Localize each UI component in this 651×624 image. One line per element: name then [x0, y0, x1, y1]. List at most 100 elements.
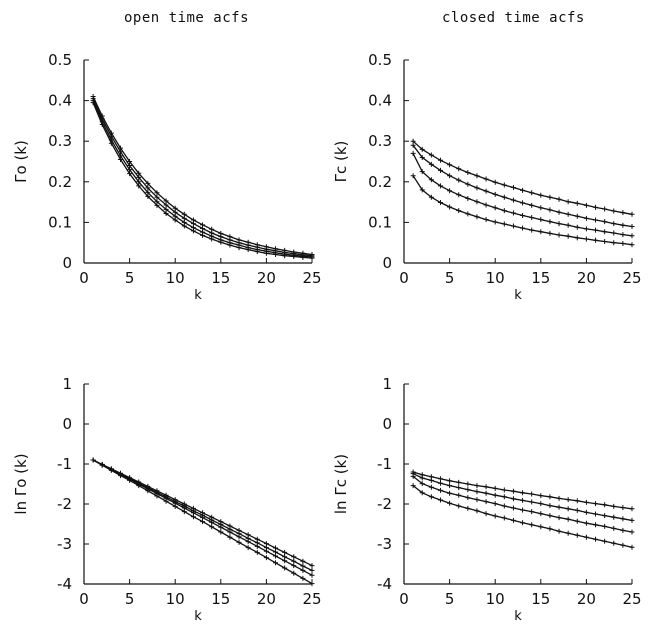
- data-point: [565, 506, 571, 512]
- data-point: [437, 497, 443, 503]
- x-tick-label: 0: [399, 590, 409, 608]
- y-tick-label: 0.5: [368, 51, 392, 69]
- data-point: [483, 217, 489, 223]
- data-point: [583, 509, 589, 515]
- y-tick-label: 0.3: [368, 132, 392, 150]
- data-point: [474, 199, 480, 205]
- data-point: [602, 206, 608, 212]
- data-point: [300, 575, 306, 581]
- data-point: [273, 549, 279, 555]
- data-point: [447, 478, 453, 484]
- data-point: [437, 476, 443, 482]
- data-point: [483, 511, 489, 517]
- data-point: [90, 457, 96, 463]
- x-tick-label: 10: [166, 269, 185, 287]
- data-point: [309, 581, 315, 587]
- data-point: [209, 524, 215, 530]
- data-point: [145, 180, 151, 186]
- x-axis-label: k: [514, 288, 522, 303]
- data-point: [565, 233, 571, 239]
- data-point: [172, 503, 178, 509]
- data-point: [200, 232, 206, 238]
- chart-panel-2: 0 5 10 15 20 25 0 0.1 0.2 0.3 0.4 0.5 k Γc (k): [332, 51, 642, 303]
- data-point: [108, 466, 114, 472]
- series-line-4: [412, 175, 633, 246]
- data-point: [520, 507, 526, 513]
- data-point: [236, 539, 242, 545]
- data-point: [510, 197, 516, 203]
- data-point: [456, 485, 462, 491]
- data-point: [136, 183, 142, 189]
- data-point: [602, 502, 608, 508]
- data-point: [629, 517, 635, 523]
- data-point: [556, 209, 562, 215]
- data-point: [565, 530, 571, 536]
- data-point: [529, 499, 535, 505]
- data-point: [611, 230, 617, 236]
- data-point: [565, 497, 571, 503]
- x-tick-label: 10: [486, 269, 505, 287]
- data-point: [291, 563, 297, 569]
- data-point: [410, 483, 416, 489]
- x-tick-label: 15: [211, 269, 230, 287]
- data-point: [574, 224, 580, 230]
- data-point: [520, 520, 526, 526]
- data-point: [291, 554, 297, 560]
- y-tick-label: 0.1: [48, 213, 72, 231]
- data-point: [492, 485, 498, 491]
- data-point: [602, 229, 608, 235]
- y-tick-label: -4: [57, 575, 72, 593]
- y-axis-label: ln Γo (k): [12, 453, 30, 514]
- data-point: [291, 254, 297, 260]
- data-point: [99, 122, 105, 128]
- data-point: [474, 508, 480, 514]
- x-tick-label: 15: [211, 590, 230, 608]
- data-point: [410, 142, 416, 148]
- y-tick-label: 0: [382, 415, 392, 433]
- data-point: [547, 513, 553, 519]
- data-point: [510, 517, 516, 523]
- data-point: [145, 185, 151, 191]
- data-point: [510, 488, 516, 494]
- data-point: [602, 538, 608, 544]
- data-point: [419, 187, 425, 193]
- data-point: [227, 534, 233, 540]
- data-point: [245, 247, 251, 253]
- data-point: [611, 514, 617, 520]
- data-point: [538, 501, 544, 507]
- data-point: [456, 166, 462, 172]
- data-point: [556, 528, 562, 534]
- data-point: [611, 525, 617, 531]
- data-point: [501, 221, 507, 227]
- data-point: [593, 227, 599, 233]
- data-point: [282, 554, 288, 560]
- data-point: [300, 563, 306, 569]
- data-point: [465, 181, 471, 187]
- data-point: [556, 515, 562, 521]
- x-tick-label: 20: [577, 269, 596, 287]
- data-point: [419, 490, 425, 496]
- data-point: [583, 534, 589, 540]
- data-point: [602, 219, 608, 225]
- x-tick-label: 25: [302, 269, 321, 287]
- data-point: [629, 211, 635, 217]
- data-point: [190, 514, 196, 520]
- chart-panel-3: 0 5 10 15 20 25 -4 -3 -2 -1 0 1 k ln Γo (k): [12, 375, 322, 624]
- data-point: [529, 491, 535, 497]
- data-point: [447, 500, 453, 506]
- data-point: [629, 544, 635, 550]
- data-point: [163, 498, 169, 504]
- data-point: [428, 152, 434, 158]
- data-point: [547, 230, 553, 236]
- data-point: [474, 185, 480, 191]
- data-point: [465, 169, 471, 175]
- data-point: [447, 173, 453, 179]
- data-point: [583, 226, 589, 232]
- data-point: [154, 194, 160, 200]
- data-point: [218, 239, 224, 245]
- data-point: [629, 223, 635, 229]
- data-point: [538, 217, 544, 223]
- data-point: [437, 183, 443, 189]
- data-point: [574, 498, 580, 504]
- data-point: [583, 236, 589, 242]
